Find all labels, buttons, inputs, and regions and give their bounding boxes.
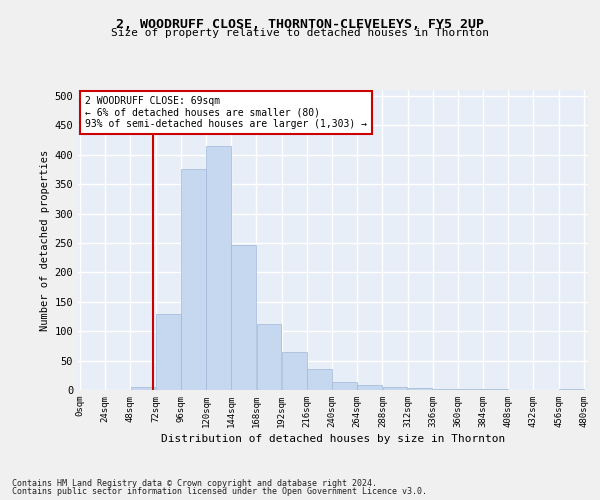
Bar: [156, 314, 181, 390]
Text: 2 WOODRUFF CLOSE: 69sqm
← 6% of detached houses are smaller (80)
93% of semi-det: 2 WOODRUFF CLOSE: 69sqm ← 6% of detached…: [85, 96, 367, 129]
Text: Contains public sector information licensed under the Open Government Licence v3: Contains public sector information licen…: [12, 487, 427, 496]
Bar: [383, 387, 407, 390]
Bar: [559, 389, 584, 390]
Bar: [408, 388, 433, 390]
Bar: [282, 352, 307, 390]
Bar: [206, 146, 231, 390]
Text: Size of property relative to detached houses in Thornton: Size of property relative to detached ho…: [111, 28, 489, 38]
Bar: [332, 382, 357, 390]
Bar: [232, 244, 256, 390]
Text: Contains HM Land Registry data © Crown copyright and database right 2024.: Contains HM Land Registry data © Crown c…: [12, 478, 377, 488]
Bar: [433, 389, 458, 390]
Bar: [307, 370, 332, 390]
Bar: [358, 386, 382, 390]
X-axis label: Distribution of detached houses by size in Thornton: Distribution of detached houses by size …: [161, 434, 505, 444]
Bar: [257, 324, 281, 390]
Bar: [131, 387, 155, 390]
Bar: [181, 170, 206, 390]
Y-axis label: Number of detached properties: Number of detached properties: [40, 150, 50, 330]
Text: 2, WOODRUFF CLOSE, THORNTON-CLEVELEYS, FY5 2UP: 2, WOODRUFF CLOSE, THORNTON-CLEVELEYS, F…: [116, 18, 484, 30]
